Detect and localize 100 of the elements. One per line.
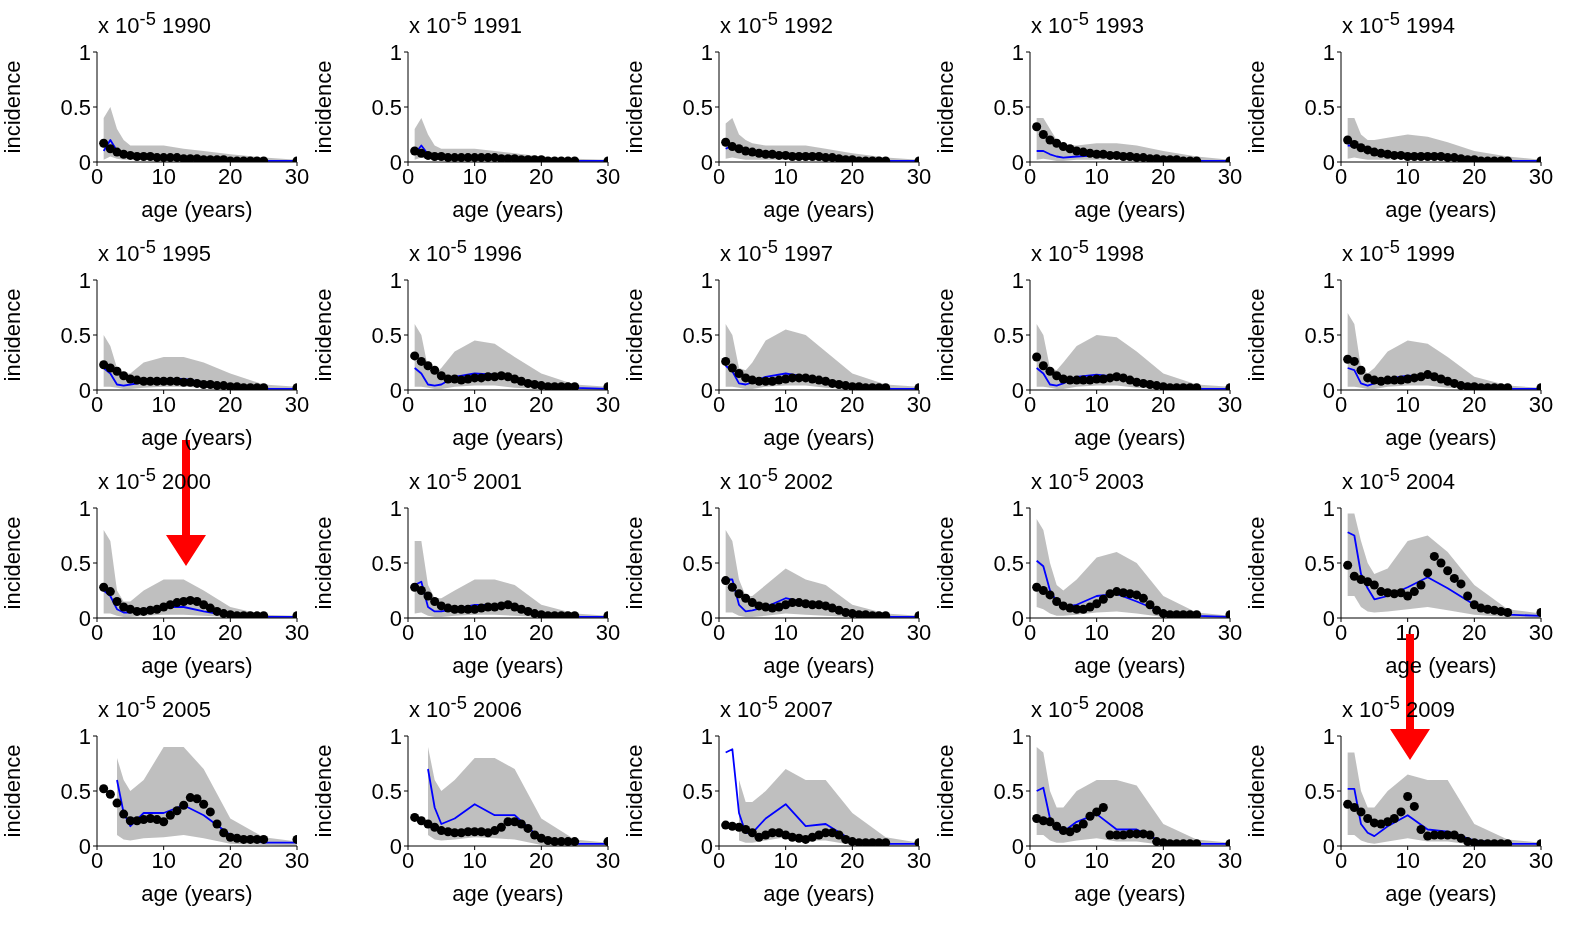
point xyxy=(747,828,757,838)
x-tick-label: 30 xyxy=(906,619,932,645)
x-tick-label: 10 xyxy=(151,847,176,873)
point xyxy=(1416,824,1426,835)
point xyxy=(159,817,169,827)
text: x 10$^{-5}$ xyxy=(1342,692,1401,723)
point xyxy=(1356,807,1366,817)
point xyxy=(1078,819,1088,829)
x-tick-label: 20 xyxy=(1151,619,1176,645)
point xyxy=(112,798,122,808)
text: x 10$^{-5}$ xyxy=(1342,8,1401,39)
y-tick-label: 1 xyxy=(389,723,402,749)
y-tick-label: 1 xyxy=(389,39,402,65)
x-tick-label: 30 xyxy=(1217,619,1243,645)
y-axis-title: incidence xyxy=(310,744,336,838)
y-tick-label: 0.5 xyxy=(1304,322,1335,348)
point xyxy=(1098,594,1108,604)
point xyxy=(727,582,737,592)
point xyxy=(1192,839,1202,846)
y-tick-label: 1 xyxy=(78,723,91,749)
text: x 10$^{-5}$ xyxy=(1031,8,1090,39)
text: x 10$^{-5}$ xyxy=(409,464,468,495)
x-tick-label: 20 xyxy=(529,847,554,873)
text: x 10$^{-5}$ xyxy=(1031,692,1090,723)
point xyxy=(496,822,506,832)
text: x 10$^{-5}$ xyxy=(98,8,157,39)
y-tick-label: 1 xyxy=(78,39,91,65)
point xyxy=(1409,801,1419,811)
point xyxy=(1145,600,1155,610)
chart-title: 2003 xyxy=(1095,469,1144,495)
y-tick-label: 1 xyxy=(389,267,402,293)
point xyxy=(1085,811,1095,821)
point xyxy=(416,816,426,826)
x-tick-label: 20 xyxy=(1462,391,1487,417)
x-tick-label: 20 xyxy=(529,619,554,645)
point xyxy=(1383,817,1393,827)
x-tick-label: 20 xyxy=(1151,163,1176,189)
y-tick-label: 1 xyxy=(1322,267,1335,293)
point xyxy=(212,819,222,829)
point xyxy=(516,819,526,829)
y-tick-label: 0.5 xyxy=(993,778,1024,804)
chart-title: 2004 xyxy=(1406,469,1455,495)
y-tick-label: 0.5 xyxy=(60,550,91,576)
y-tick-label: 0.5 xyxy=(60,778,91,804)
x-tick-label: 20 xyxy=(529,391,554,417)
y-axis-title: incidence xyxy=(1243,60,1269,154)
y-axis-title: incidence xyxy=(0,516,25,610)
point xyxy=(801,834,811,844)
x-tick-label: 10 xyxy=(773,391,798,417)
y-axis-title: incidence xyxy=(621,744,647,838)
point xyxy=(1403,791,1413,802)
x-tick-label: 20 xyxy=(840,619,865,645)
x-tick-label: 10 xyxy=(1395,847,1420,873)
point xyxy=(741,824,751,835)
line-series xyxy=(427,768,608,845)
chart-title: 2005 xyxy=(162,697,211,723)
point xyxy=(1343,560,1353,570)
x-tick-label: 10 xyxy=(462,619,487,645)
point xyxy=(205,807,215,817)
x-tick-label: 30 xyxy=(1528,847,1554,873)
x-tick-label: 10 xyxy=(773,619,798,645)
y-tick-label: 1 xyxy=(78,495,91,521)
x-tick-label: 10 xyxy=(151,391,176,417)
x-tick-label: 20 xyxy=(840,163,865,189)
point xyxy=(430,822,440,832)
x-tick-label: 20 xyxy=(1151,847,1176,873)
x-tick-label: 10 xyxy=(773,163,798,189)
point xyxy=(1369,580,1379,590)
y-tick-label: 0.5 xyxy=(371,322,402,348)
chart-title: 1995 xyxy=(162,241,211,267)
x-tick-label: 30 xyxy=(1217,391,1243,417)
point xyxy=(1363,577,1373,587)
point xyxy=(99,784,109,794)
y-axis-title: incidence xyxy=(932,288,958,382)
y-tick-label: 0.5 xyxy=(682,94,713,120)
x-axis-title: age (years) xyxy=(140,196,254,224)
x-tick-label: 10 xyxy=(1395,163,1420,189)
chart-title: 1992 xyxy=(784,13,833,39)
chart-title: 1999 xyxy=(1406,241,1455,267)
y-tick-label: 0.5 xyxy=(993,322,1024,348)
y-axis-title: incidence xyxy=(932,60,958,154)
text: x 10$^{-5}$ xyxy=(720,236,779,267)
y-tick-label: 1 xyxy=(700,39,713,65)
point xyxy=(410,351,420,361)
y-axis-title: incidence xyxy=(621,288,647,382)
point xyxy=(1443,566,1453,576)
text: x 10$^{-5}$ xyxy=(409,236,468,267)
point xyxy=(1503,607,1513,618)
x-tick-label: 30 xyxy=(595,847,621,873)
y-tick-label: 1 xyxy=(389,495,402,521)
point xyxy=(1052,596,1062,607)
x-tick-label: 30 xyxy=(906,847,932,873)
x-tick-label: 30 xyxy=(1528,391,1554,417)
point xyxy=(1396,807,1406,817)
point xyxy=(490,826,500,836)
x-axis-title: age (years) xyxy=(1384,424,1498,452)
x-tick-label: 20 xyxy=(1462,163,1487,189)
y-tick-label: 1 xyxy=(1011,723,1024,749)
point xyxy=(1429,551,1439,561)
x-tick-label: 30 xyxy=(595,163,621,189)
